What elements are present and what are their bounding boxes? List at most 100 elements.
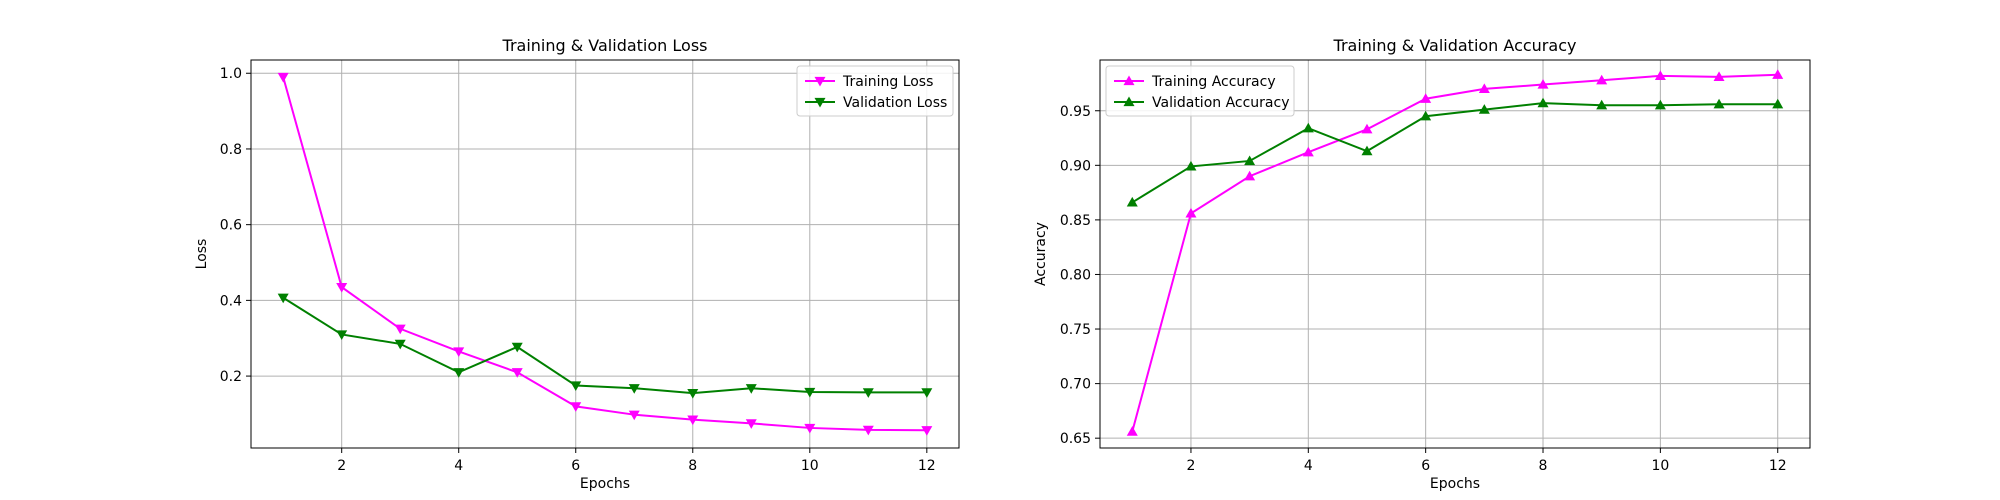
data-point — [1596, 99, 1608, 110]
data-point — [1654, 70, 1666, 80]
x-tick-label: 12 — [1769, 458, 1787, 474]
data-point — [1713, 71, 1725, 82]
legend-marker-0 — [1123, 75, 1135, 86]
data-point — [745, 384, 757, 394]
data-point — [687, 415, 699, 426]
series-line-1 — [282, 296, 927, 395]
y-tick-label: 0.65 — [1060, 431, 1091, 447]
data-point — [1478, 83, 1490, 94]
y-tick-label: 0.95 — [1060, 104, 1091, 120]
series-line-0 — [282, 76, 927, 432]
data-point — [1185, 160, 1197, 171]
data-point — [1772, 69, 1784, 79]
y-tick-label: 0.2 — [220, 369, 242, 385]
chart-title: Training & Validation Accuracy — [1333, 36, 1577, 55]
data-point — [570, 402, 582, 412]
data-point — [804, 423, 816, 434]
data-point — [1126, 196, 1138, 207]
x-axis-label: Epochs — [580, 476, 630, 492]
data-point — [1302, 146, 1314, 157]
data-point — [1478, 104, 1490, 114]
data-point — [1420, 110, 1432, 121]
data-point — [628, 384, 640, 394]
x-tick-label: 4 — [454, 458, 463, 474]
series-line-1 — [1131, 102, 1778, 204]
legend-label-0: Training Loss — [842, 74, 933, 90]
accuracy-chart: 2 4 6 8 10 12 0.65 0.70 0.75 0.80 0.85 0.90 0.95 Trai… — [1033, 36, 1811, 492]
data-point — [1537, 97, 1549, 108]
y-tick-label: 0.6 — [220, 218, 242, 234]
data-point — [277, 72, 289, 83]
x-axis-label: Epochs — [1430, 476, 1480, 492]
x-tick-label: 4 — [1304, 458, 1313, 474]
data-point — [921, 388, 933, 398]
legend-marker-1 — [814, 97, 826, 108]
data-point — [687, 388, 699, 399]
data-point — [570, 381, 582, 392]
x-tick-label: 10 — [1651, 458, 1669, 474]
plot-frame — [250, 59, 960, 449]
x-tick-label: 2 — [337, 458, 346, 474]
data-point — [511, 342, 523, 353]
x-tick-label: 2 — [1186, 458, 1195, 474]
chart-title: Training & Validation Loss — [502, 36, 708, 55]
data-point — [336, 330, 348, 340]
data-point — [1244, 155, 1256, 166]
y-tick-label: 0.70 — [1060, 377, 1091, 393]
x-tick-label: 6 — [571, 458, 580, 474]
legend-label-1: Validation Accuracy — [1152, 95, 1290, 111]
y-tick-label: 0.8 — [220, 142, 242, 158]
x-tick-label: 10 — [801, 458, 819, 474]
data-point — [1420, 93, 1432, 103]
data-point — [1126, 426, 1138, 436]
data-point — [1772, 98, 1784, 109]
data-point — [1713, 98, 1725, 109]
data-point — [1654, 99, 1666, 110]
data-point — [453, 368, 465, 378]
x-tick-label: 12 — [918, 458, 936, 474]
data-point — [921, 426, 933, 436]
legend: Training Accuracy Validation Accuracy — [1105, 65, 1295, 117]
x-tick-label: 6 — [1421, 458, 1430, 474]
y-tick-label: 0.75 — [1060, 322, 1091, 338]
data-point — [862, 388, 874, 398]
loss-chart: 2 4 6 8 10 12 0.2 0.4 0.6 0.8 1.0 Training & Valida… — [194, 36, 960, 492]
legend-label-1: Validation Loss — [843, 95, 947, 111]
series-line-0 — [1131, 73, 1778, 432]
data-point — [1361, 123, 1373, 134]
legend-marker-0 — [814, 76, 826, 87]
y-tick-label: 0.4 — [220, 293, 242, 309]
x-tick-label: 8 — [1539, 458, 1548, 474]
data-point — [1244, 170, 1256, 181]
data-point — [1361, 145, 1373, 156]
data-point — [1537, 79, 1549, 89]
y-tick-label: 1.0 — [220, 66, 242, 82]
data-point — [862, 425, 874, 436]
legend-box — [796, 65, 954, 117]
y-tick-label: 0.90 — [1060, 158, 1091, 174]
y-tick-label: 0.80 — [1060, 267, 1091, 283]
x-tick-label: 8 — [688, 458, 697, 474]
plot-frame — [1099, 59, 1811, 449]
data-point — [511, 368, 523, 378]
data-point — [1185, 207, 1197, 218]
data-point — [453, 347, 465, 357]
data-point — [1302, 122, 1314, 133]
data-point — [336, 282, 348, 293]
legend-box — [1105, 65, 1295, 117]
data-point — [745, 419, 757, 429]
data-point — [804, 387, 816, 398]
legend-label-0: Training Accuracy — [1151, 74, 1276, 90]
data-point — [394, 324, 406, 335]
legend-marker-1 — [1123, 96, 1135, 107]
data-point — [394, 339, 406, 350]
y-axis-label: Loss — [194, 239, 210, 270]
y-tick-label: 0.85 — [1060, 213, 1091, 229]
legend: Training Loss Validation Loss — [796, 65, 954, 117]
y-axis-label: Accuracy — [1033, 222, 1049, 286]
data-point — [277, 293, 289, 304]
data-point — [628, 410, 640, 421]
data-point — [1596, 74, 1608, 85]
